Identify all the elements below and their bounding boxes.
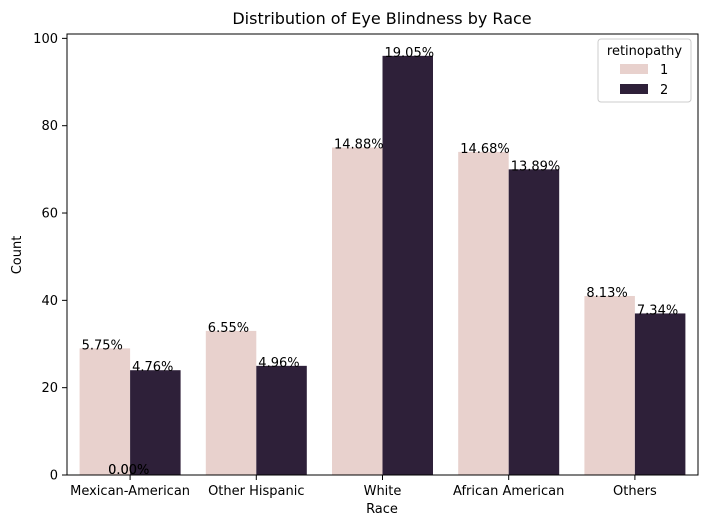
x-tick-label-0: Mexican-American: [70, 484, 190, 499]
bar-series-2-1: [256, 365, 307, 475]
bar-label-series-2-4: 7.34%: [637, 303, 678, 318]
x-tick-label-3: African American: [453, 484, 564, 499]
plot-area: 5.75% 6.55% 14.88% 14.68% 8.13% 4.76% 4.96% 19.…: [33, 32, 699, 499]
bar-series-1-2: [332, 147, 383, 475]
x-tick-label-2: White: [364, 484, 402, 499]
bar-series-1-3: [458, 151, 509, 475]
bar-label-series-2-1: 4.96%: [258, 356, 299, 371]
bar-label-series-2-3: 13.89%: [511, 159, 561, 174]
chart-title: Distribution of Eye Blindness by Race: [232, 9, 531, 28]
bar-label-series-2-0: 4.76%: [132, 360, 173, 375]
y-axis-label: Count: [10, 236, 25, 275]
x-tick-label-4: Others: [613, 484, 657, 499]
zero-label-1: 0.00%: [108, 463, 149, 478]
bar-series-2-2: [382, 55, 433, 475]
y-tick-label-3: 60: [41, 207, 58, 222]
y-tick-label-1: 20: [41, 381, 58, 396]
y-tick-label-4: 80: [41, 119, 58, 134]
bar-series-1-1: [205, 330, 257, 475]
bar-series-2-4: [634, 313, 686, 475]
bar-label-series-1-4: 8.13%: [586, 286, 627, 301]
bar-label-series-1-2: 14.88%: [334, 138, 384, 153]
bar-label-series-1-3: 14.68%: [460, 142, 510, 157]
legend-swatch-2: [620, 84, 648, 94]
y-tick-label-0: 0: [50, 469, 58, 484]
legend-label-1: 1: [660, 63, 668, 78]
bar-series-1-0: [79, 348, 131, 475]
y-tick-label-5: 100: [33, 32, 58, 47]
zero-label-0: 0.00%: [108, 463, 149, 478]
y-tick-label-2: 40: [41, 294, 58, 309]
legend-swatch-1: [620, 64, 648, 74]
bar-series-2-0: [130, 370, 181, 475]
bar-label-series-1-0: 5.75%: [82, 338, 123, 353]
legend-label-2: 2: [660, 83, 668, 98]
bar-series-2-3: [508, 169, 560, 475]
legend-title: retinopathy: [607, 44, 683, 59]
legend: retinopathy 1 2: [597, 38, 692, 103]
x-tick-label-1: Other Hispanic: [208, 484, 304, 499]
x-axis-label: Race: [366, 502, 398, 517]
bar-label-series-1-1: 6.55%: [208, 321, 249, 336]
bar-series-1-4: [584, 295, 635, 475]
bar-label-series-2-2: 19.05%: [385, 46, 435, 61]
